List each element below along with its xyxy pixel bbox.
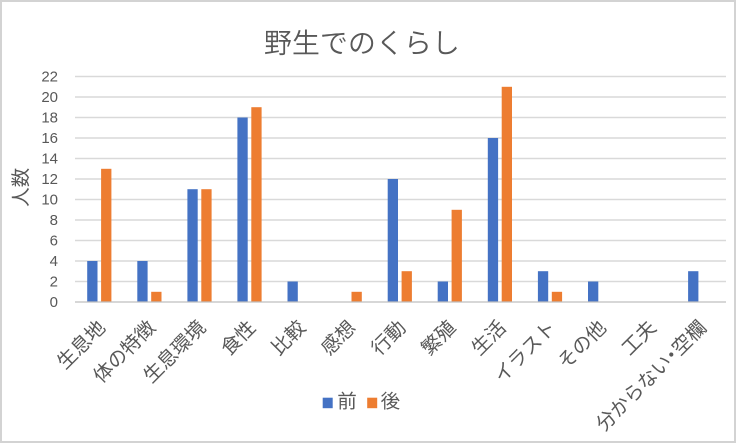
svg-text:0: 0 <box>50 294 58 311</box>
svg-text:22: 22 <box>41 69 58 86</box>
svg-text:4: 4 <box>50 253 58 270</box>
svg-text:2: 2 <box>50 274 58 291</box>
svg-text:18: 18 <box>41 110 58 127</box>
svg-text:12: 12 <box>41 171 58 188</box>
svg-text:6: 6 <box>50 233 58 250</box>
svg-text:14: 14 <box>41 151 58 168</box>
svg-text:16: 16 <box>41 130 58 147</box>
svg-text:10: 10 <box>41 192 58 209</box>
svg-text:8: 8 <box>50 212 58 229</box>
svg-text:20: 20 <box>41 89 58 106</box>
